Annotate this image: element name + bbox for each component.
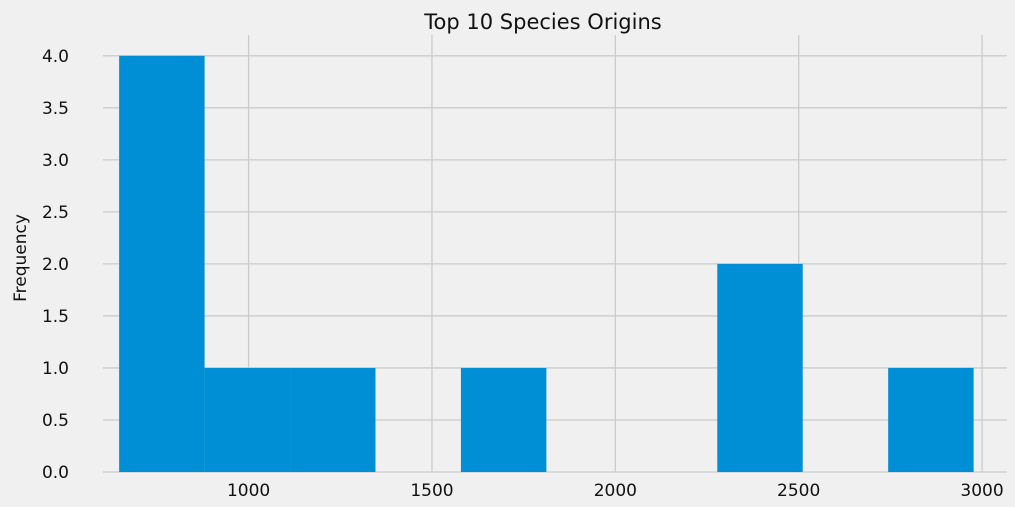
x-tick-label: 3000	[960, 481, 1003, 501]
y-tick-label: 3.0	[42, 151, 69, 171]
histogram-bars	[119, 55, 974, 473]
histogram-bar	[717, 263, 803, 472]
y-tick-label: 1.5	[42, 307, 69, 327]
y-tick-label: 0.5	[42, 411, 69, 431]
x-tick-label: 2000	[594, 481, 637, 501]
y-axis-label: Frequency	[11, 214, 31, 302]
y-tick-label: 3.5	[42, 99, 69, 119]
x-tick-label: 2500	[777, 481, 820, 501]
y-tick-label: 2.5	[42, 203, 69, 223]
y-tick-label: 0.0	[42, 463, 69, 483]
y-tick-label: 2.0	[42, 255, 69, 275]
chart-title: Top 10 Species Origins	[423, 10, 661, 34]
histogram-bar	[119, 55, 205, 473]
histogram-bar	[888, 367, 974, 472]
x-tick-label: 1500	[410, 481, 453, 501]
y-tick-label: 1.0	[42, 359, 69, 379]
x-tick-label: 1000	[227, 481, 270, 501]
histogram-bar	[204, 367, 291, 472]
y-tick-labels: 0.0 0.5 1.0 1.5 2.0 2.5 3.0 3.5 4.0	[42, 47, 69, 483]
histogram-bar	[290, 367, 376, 472]
histogram-bar	[460, 367, 547, 472]
x-tick-labels: 1000 1500 2000 2500 3000	[227, 481, 1004, 501]
y-tick-label: 4.0	[42, 47, 69, 67]
